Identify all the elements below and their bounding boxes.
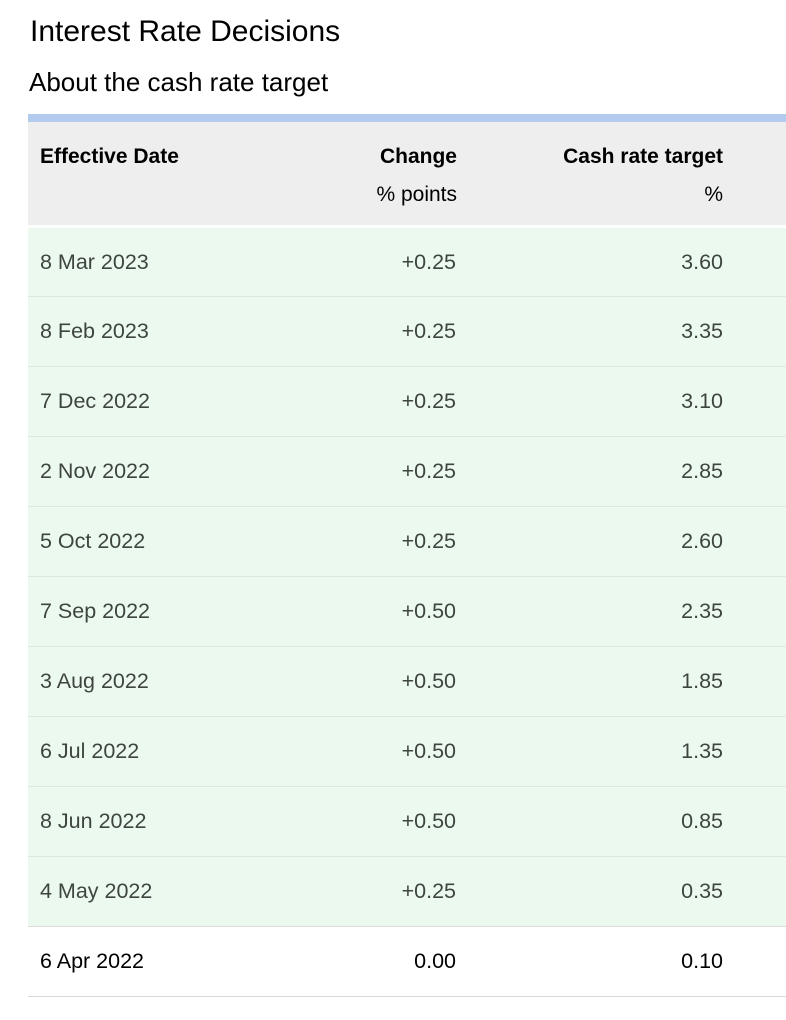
cash-rate-target-cell: 1.85: [457, 646, 786, 717]
cash-rate-target-cell: 2.60: [457, 506, 786, 577]
column-header-effective-date: Effective Date: [28, 122, 340, 228]
table-row: 4 May 2022 +0.25 0.35: [28, 856, 786, 927]
change-cell: +0.25: [340, 506, 457, 577]
effective-date-cell: 6 Apr 2022: [28, 926, 340, 997]
change-cell: +0.50: [340, 646, 457, 717]
table-row: 3 Aug 2022 +0.50 1.85: [28, 646, 786, 717]
cash-rate-target-cell: 0.85: [457, 786, 786, 857]
cash-rate-target-cell: 3.10: [457, 366, 786, 437]
effective-date-cell: 6 Jul 2022: [28, 716, 340, 787]
column-header-cash-rate-target: Cash rate target %: [457, 122, 786, 228]
page-title: Interest Rate Decisions: [30, 15, 341, 48]
cash-rate-target-cell: 2.85: [457, 436, 786, 507]
table-row: 7 Sep 2022 +0.50 2.35: [28, 576, 786, 647]
effective-date-cell: 4 May 2022: [28, 856, 340, 927]
cash-rate-target-cell: 1.35: [457, 716, 786, 787]
table-row: 2 Nov 2022 +0.25 2.85: [28, 436, 786, 507]
effective-date-cell: 7 Sep 2022: [28, 576, 340, 647]
effective-date-cell: 3 Aug 2022: [28, 646, 340, 717]
table-header-row: Effective Date Change % points Cash rate…: [28, 122, 786, 228]
change-cell: +0.25: [340, 226, 457, 297]
table-row: 6 Jul 2022 +0.50 1.35: [28, 716, 786, 787]
table-accent-bar: [28, 114, 786, 122]
table-row: 8 Feb 2023 +0.25 3.35: [28, 296, 786, 367]
interest-rate-table-container: Effective Date Change % points Cash rate…: [28, 114, 786, 997]
table-body: 8 Mar 2023 +0.25 3.60 8 Feb 2023 +0.25 3.35 7 …: [28, 226, 786, 997]
cash-rate-target-cell: 3.35: [457, 296, 786, 367]
effective-date-cell: 8 Mar 2023: [28, 226, 340, 297]
column-sublabel: % points: [376, 183, 457, 206]
interest-rate-decisions-table: Effective Date Change % points Cash rate…: [28, 122, 786, 997]
column-label: Change: [379, 145, 457, 168]
table-row: 5 Oct 2022 +0.25 2.60: [28, 506, 786, 577]
effective-date-cell: 2 Nov 2022: [28, 436, 340, 507]
column-header-change: Change % points: [340, 122, 457, 228]
effective-date-cell: 7 Dec 2022: [28, 366, 340, 437]
table-row: 8 Mar 2023 +0.25 3.60: [28, 226, 786, 297]
change-cell: +0.50: [340, 716, 457, 787]
change-cell: 0.00: [340, 926, 457, 997]
change-cell: +0.50: [340, 576, 457, 647]
change-cell: +0.50: [340, 786, 457, 857]
table-row: 8 Jun 2022 +0.50 0.85: [28, 786, 786, 857]
about-cash-rate-target-link[interactable]: About the cash rate target: [29, 67, 329, 97]
cash-rate-target-cell: 2.35: [457, 576, 786, 647]
column-label: Effective Date: [40, 145, 179, 168]
cash-rate-target-cell: 0.10: [457, 926, 786, 997]
change-cell: +0.25: [340, 366, 457, 437]
column-label: Cash rate target: [563, 145, 723, 168]
cash-rate-target-cell: 0.35: [457, 856, 786, 927]
change-cell: +0.25: [340, 436, 457, 507]
change-cell: +0.25: [340, 856, 457, 927]
table-row: 6 Apr 2022 0.00 0.10: [28, 926, 786, 997]
effective-date-cell: 8 Feb 2023: [28, 296, 340, 367]
table-row: 7 Dec 2022 +0.25 3.10: [28, 366, 786, 437]
effective-date-cell: 8 Jun 2022: [28, 786, 340, 857]
effective-date-cell: 5 Oct 2022: [28, 506, 340, 577]
cash-rate-target-cell: 3.60: [457, 226, 786, 297]
change-cell: +0.25: [340, 296, 457, 367]
column-sublabel: [40, 176, 340, 214]
column-sublabel: %: [704, 183, 723, 206]
